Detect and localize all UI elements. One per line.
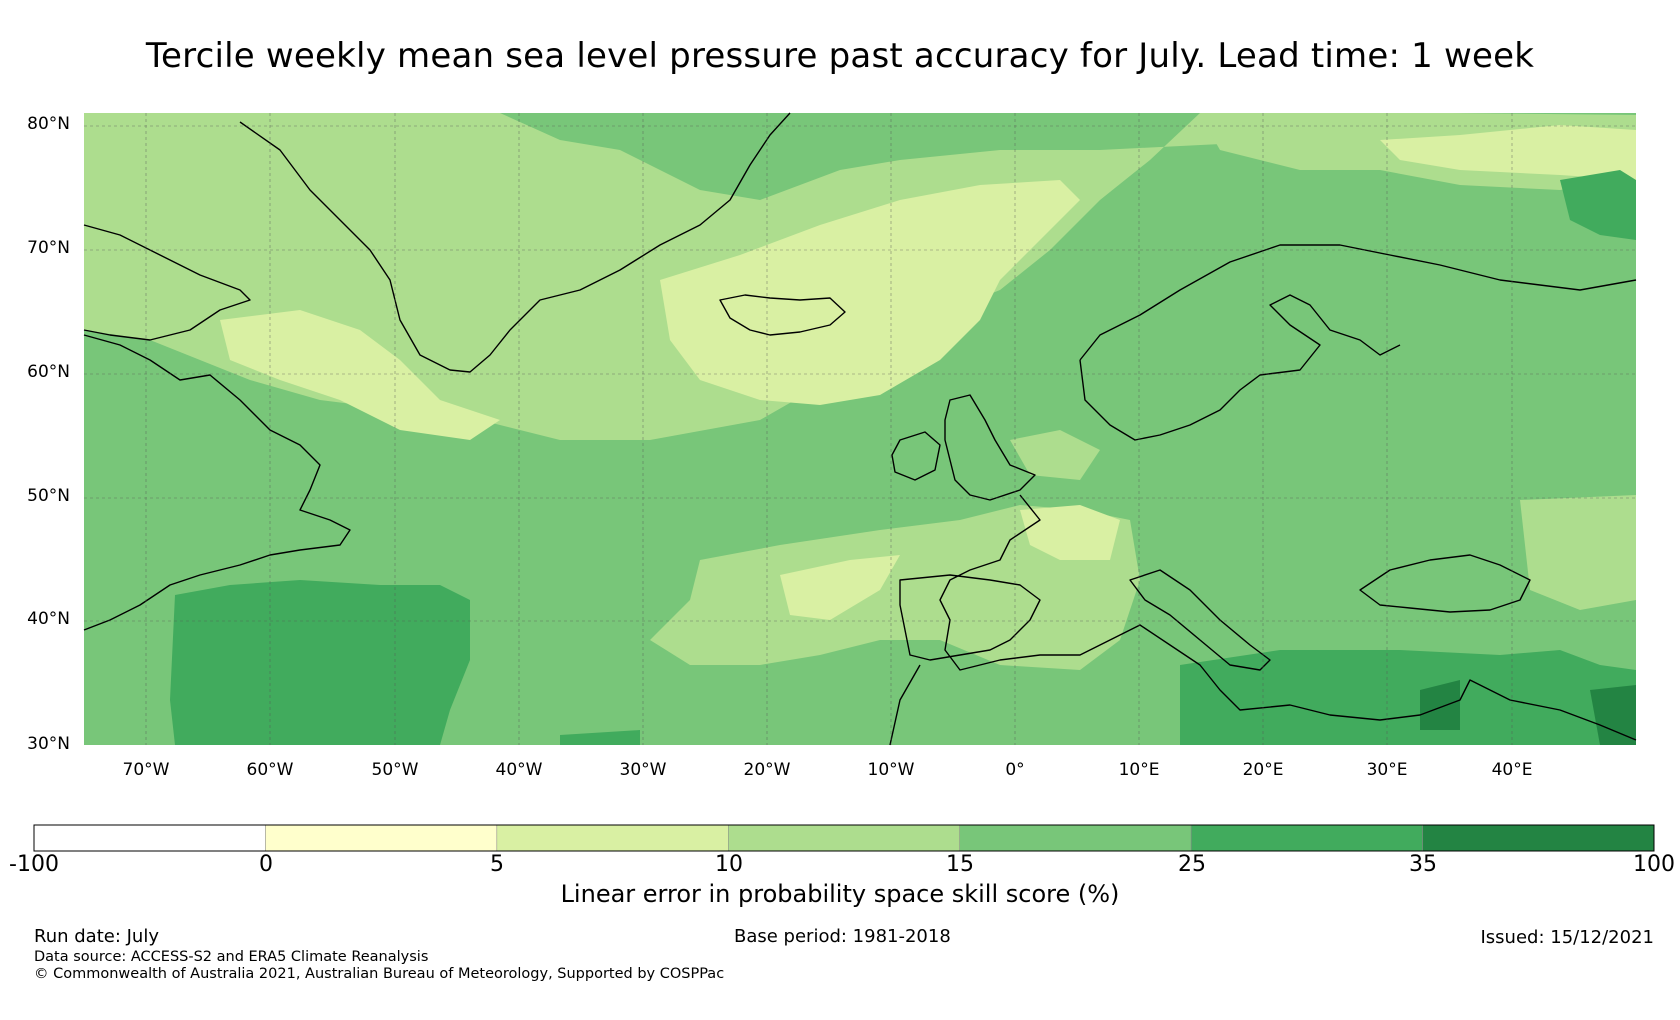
coastlines <box>83 112 1637 746</box>
italy-coast <box>1129 569 1271 671</box>
lat-label-80n: 80°N <box>27 114 70 134</box>
british-isles-coast <box>944 394 1036 501</box>
baffin-coast <box>83 224 251 341</box>
lon-label-30e: 30°E <box>1366 760 1408 780</box>
lon-label-20e: 20°E <box>1242 760 1284 780</box>
colorbar-border <box>33 824 1655 852</box>
field-band-35-100 <box>1420 680 1460 730</box>
colorbar-segment <box>1422 824 1655 852</box>
lon-label-10e: 10°E <box>1118 760 1160 780</box>
run-date: Run date: July <box>34 926 159 947</box>
lon-label-20w: 20°W <box>743 760 791 780</box>
colorbar-tick-label: 15 <box>946 852 974 877</box>
colorbar-tick-label: 10 <box>715 852 743 877</box>
field-band-35-100 <box>1590 685 1636 745</box>
colorbar-tick-label: 0 <box>259 852 273 877</box>
issued-date: Issued: 15/12/2021 <box>1480 927 1654 948</box>
gridlines <box>84 113 1636 745</box>
field-band-10-15 <box>650 505 1140 670</box>
field-band-25-35 <box>1180 650 1636 745</box>
north-africa-coast <box>889 664 921 746</box>
lon-label-10w: 10°W <box>867 760 915 780</box>
colorbar-segment <box>33 824 266 852</box>
field-band-25-35 <box>170 580 470 745</box>
scandinavia-coast <box>1079 244 1637 361</box>
data-source: Data source: ACCESS-S2 and ERA5 Climate … <box>34 949 429 965</box>
colorbar <box>33 824 1655 852</box>
colorbar-title: Linear error in probability space skill … <box>560 880 1120 908</box>
lon-label-50w: 50°W <box>371 760 419 780</box>
lat-label-70n: 70°N <box>27 238 70 258</box>
colorbar-segment <box>265 824 498 852</box>
colorbar-segment <box>496 824 729 852</box>
colorbar-segment <box>728 824 960 852</box>
colorbar-tick-label: 35 <box>1409 852 1437 877</box>
lat-label-50n: 50°N <box>27 486 70 506</box>
colorbar-tick-label: 100 <box>1633 852 1675 877</box>
field-band-5-10 <box>1380 125 1636 180</box>
colorbar-segment <box>1190 824 1423 852</box>
iberia-coast <box>899 574 1041 661</box>
lon-label-60w: 60°W <box>246 760 294 780</box>
field-band-5-10 <box>220 310 500 440</box>
lon-label-0: 0° <box>1005 760 1025 780</box>
lon-label-40e: 40°E <box>1491 760 1533 780</box>
field-band-25-35 <box>1560 170 1636 240</box>
field-band-10-15 <box>1520 495 1636 610</box>
lon-label-30w: 30°W <box>619 760 667 780</box>
lat-label-30n: 30°N <box>27 734 70 754</box>
iceland-coast <box>719 294 846 336</box>
skill-field <box>84 113 1636 745</box>
colorbar-tick-label: 25 <box>1178 852 1206 877</box>
black-sea-coast <box>1359 554 1531 613</box>
labrador-coast <box>83 334 351 631</box>
field-band-25-35 <box>560 730 640 745</box>
norway-coast <box>1079 294 1401 441</box>
greenland-coast <box>239 112 791 373</box>
colorbar-tick-label: -100 <box>9 852 59 877</box>
field-band-5-10 <box>660 180 1080 405</box>
colorbar-segment <box>959 824 1192 852</box>
lat-label-60n: 60°N <box>27 362 70 382</box>
field-band-10-15 <box>1010 430 1100 480</box>
copyright: © Commonwealth of Australia 2021, Austra… <box>34 966 725 982</box>
lon-label-70w: 70°W <box>122 760 170 780</box>
colorbar-tick-label: 5 <box>490 852 504 877</box>
field-band-5-10 <box>780 555 900 620</box>
lat-label-40n: 40°N <box>27 609 70 629</box>
ireland-coast <box>891 431 941 481</box>
europe-coast <box>939 494 1637 741</box>
map-title: Tercile weekly mean sea level pressure p… <box>145 36 1535 76</box>
field-band-5-10 <box>1020 505 1120 560</box>
base-period: Base period: 1981-2018 <box>734 926 951 947</box>
lon-label-40w: 40°W <box>495 760 543 780</box>
